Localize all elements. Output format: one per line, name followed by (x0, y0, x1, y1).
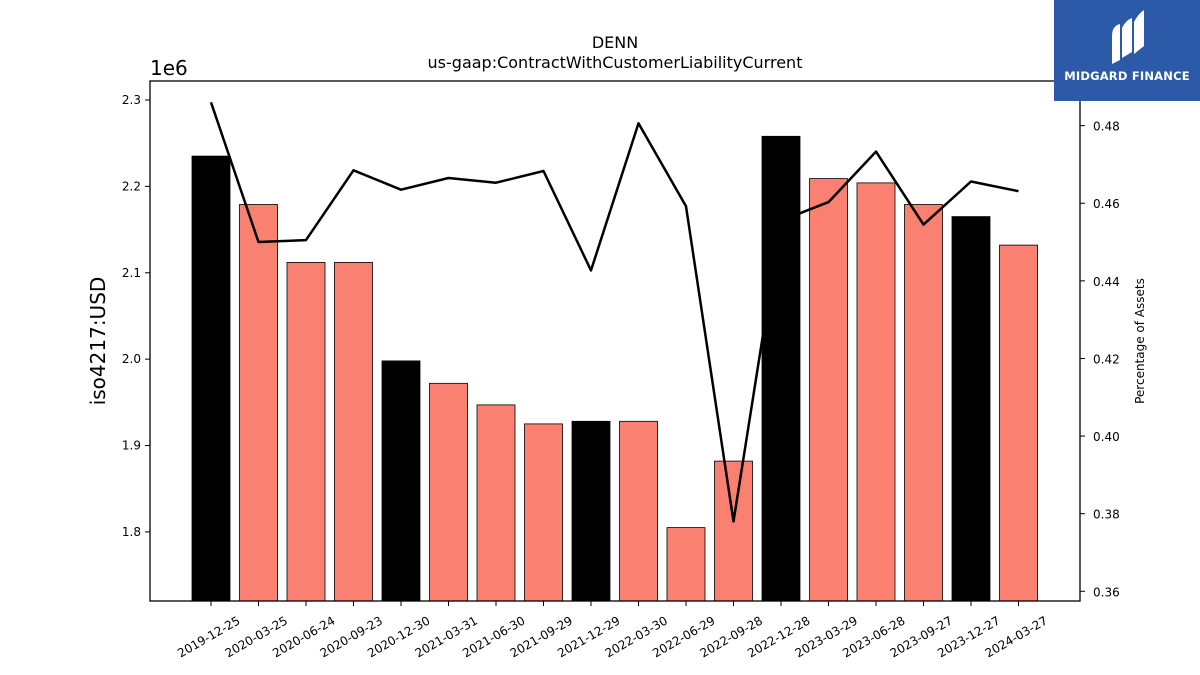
bar (856, 182, 896, 602)
bar (476, 404, 516, 602)
y2-tick-label: 0.42 (1093, 352, 1120, 366)
y-tick-label: 2.2 (122, 179, 141, 193)
bar (666, 527, 706, 602)
line-series (209, 101, 1019, 523)
percentage-line (209, 101, 1019, 523)
y-offset-label: 1e6 (150, 56, 188, 80)
y-tick-label: 1.9 (122, 439, 141, 453)
y2-axis-label: Percentage of Assets (1133, 278, 1147, 404)
bar (761, 135, 801, 602)
bar (619, 420, 658, 602)
bar (191, 155, 231, 602)
bar (571, 420, 611, 602)
y-tick-label: 1.8 (122, 525, 141, 539)
bar (714, 460, 753, 602)
plot-frame (149, 80, 1081, 602)
y-tick-label: 2.1 (122, 266, 141, 280)
midgard-logo-icon (1112, 10, 1144, 64)
bar (239, 204, 278, 602)
y2-tick-label: 0.38 (1093, 508, 1120, 522)
bar (951, 216, 991, 602)
chart-subtitle: us-gaap:ContractWithCustomerLiabilityCur… (428, 53, 803, 72)
chart-title: DENN (592, 33, 638, 52)
bar (999, 244, 1038, 602)
y2-tick-label: 0.36 (1093, 585, 1120, 599)
y2-tick-label: 0.48 (1093, 120, 1120, 134)
y2-tick-label: 0.40 (1093, 430, 1120, 444)
bar-series (191, 135, 1038, 602)
brand-name: MIDGARD FINANCE (1064, 69, 1190, 83)
y-axis-right: 0.36 0.38 0.40 0.42 0.44 0.46 0.48 (1080, 120, 1120, 599)
brand-logo: MIDGARD FINANCE (1054, 0, 1200, 101)
bar (286, 261, 326, 602)
y2-tick-label: 0.44 (1093, 275, 1120, 289)
y-tick-label: 2.3 (122, 93, 141, 107)
bar (334, 261, 373, 602)
y-tick-label: 2.0 (122, 352, 141, 366)
bar (904, 204, 943, 602)
x-axis: 2019-12-252020-03-252020-06-242020-09-23… (175, 601, 1050, 660)
bar (429, 382, 468, 602)
bar (809, 178, 848, 602)
y-axis-label: iso4217:USD (86, 277, 110, 406)
y-axis-left: 1.8 1.9 2.0 2.1 2.2 2.3 (122, 93, 150, 539)
bar (381, 360, 421, 602)
y2-tick-label: 0.46 (1093, 197, 1120, 211)
bar (524, 423, 563, 602)
